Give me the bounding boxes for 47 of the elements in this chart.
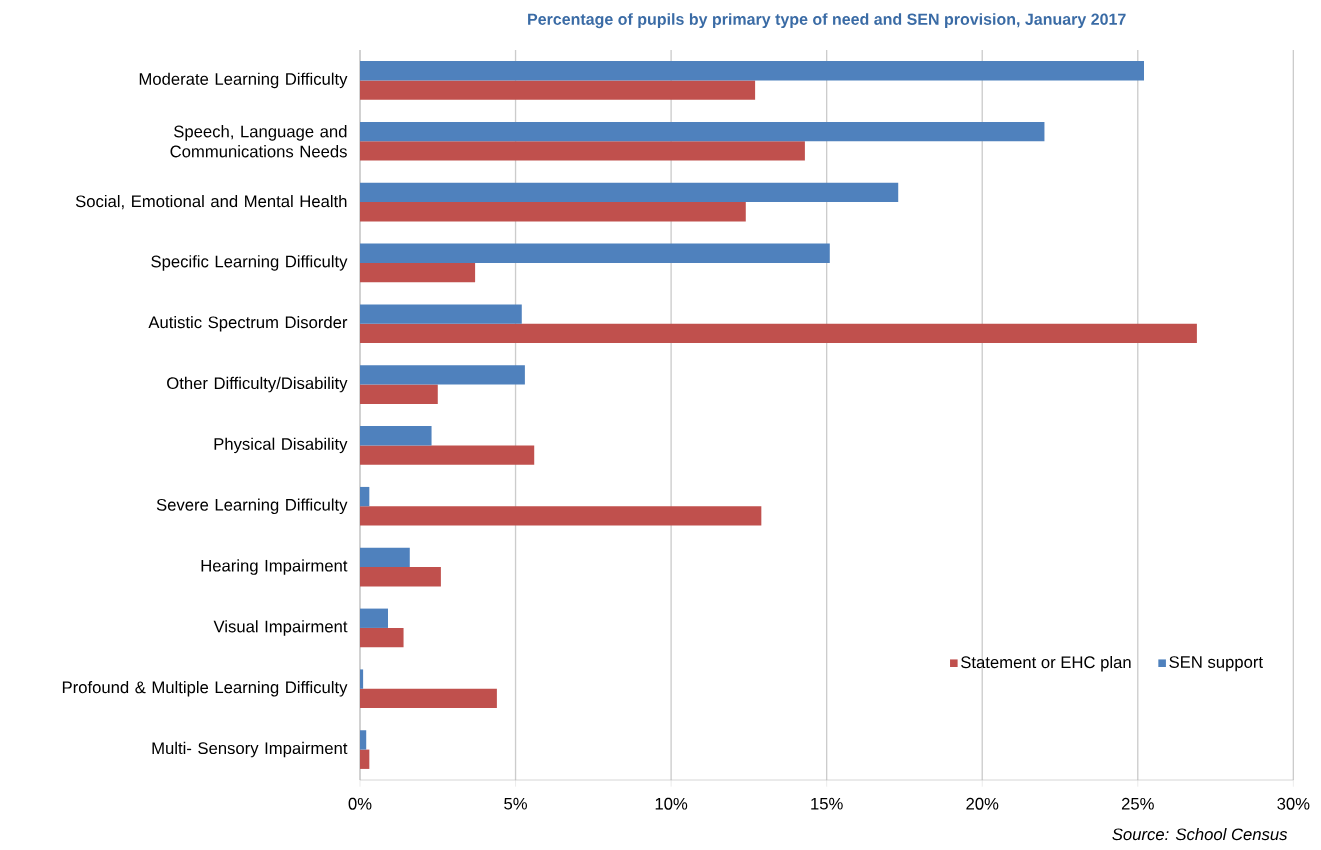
bar — [360, 749, 370, 769]
chart-title: Percentage of pupils by primary type of need and SEN provision, January 2017 — [528, 13, 1126, 29]
x-tick-label: 5% — [504, 797, 527, 810]
y-tick-label: Speech, Language and Communications Needs — [170, 125, 347, 158]
bar — [360, 365, 525, 385]
bar — [360, 141, 805, 161]
bar — [360, 262, 476, 283]
x-tick-label: 25% — [1121, 797, 1154, 810]
bar — [360, 486, 370, 507]
bar — [360, 202, 746, 222]
legend-label: Statement or EHC plan — [961, 655, 1131, 672]
y-tick-label: Multi- Sensory Impairment — [152, 741, 348, 758]
bar — [360, 304, 522, 324]
x-tick-label: 10% — [655, 797, 688, 810]
bar — [360, 627, 404, 648]
y-tick-label: Social, Emotional and Mental Health — [75, 194, 347, 210]
bar — [360, 243, 830, 263]
bar — [360, 567, 441, 587]
bar — [360, 384, 438, 404]
bar — [360, 61, 1145, 81]
y-tick-label: Profound & Multiple Learning Difficulty — [62, 680, 348, 697]
y-tick-label: Physical Disability — [214, 437, 348, 454]
bar — [360, 182, 899, 203]
y-tick-label: Moderate Learning Difficulty — [139, 72, 348, 89]
bar — [360, 445, 535, 465]
y-tick-label: Visual Impairment — [213, 620, 348, 636]
source-note: Source: School Census — [1112, 827, 1288, 841]
bar — [360, 730, 367, 750]
x-tick-label: 0% — [348, 797, 372, 810]
x-tick-label: 20% — [966, 797, 999, 810]
bar — [360, 547, 410, 568]
y-tick-label: Other Difficulty/Disability — [167, 376, 348, 393]
y-tick-label: Specific Learning Difficulty — [151, 255, 348, 271]
legend-label: SEN support — [1169, 656, 1263, 672]
x-tick-label: 15% — [811, 797, 843, 810]
x-tick-label: 30% — [1277, 797, 1310, 810]
bar — [360, 506, 762, 526]
bar — [360, 688, 497, 709]
bar — [360, 669, 364, 689]
bar — [360, 608, 388, 628]
y-tick-label: Severe Learning Difficulty — [156, 498, 348, 515]
bar — [360, 80, 756, 100]
y-tick-label: Autistic Spectrum Disorder — [148, 315, 348, 332]
bar — [360, 426, 432, 446]
bar — [360, 323, 1197, 344]
bar — [360, 121, 1045, 142]
y-tick-label: Hearing Impairment — [201, 559, 348, 575]
